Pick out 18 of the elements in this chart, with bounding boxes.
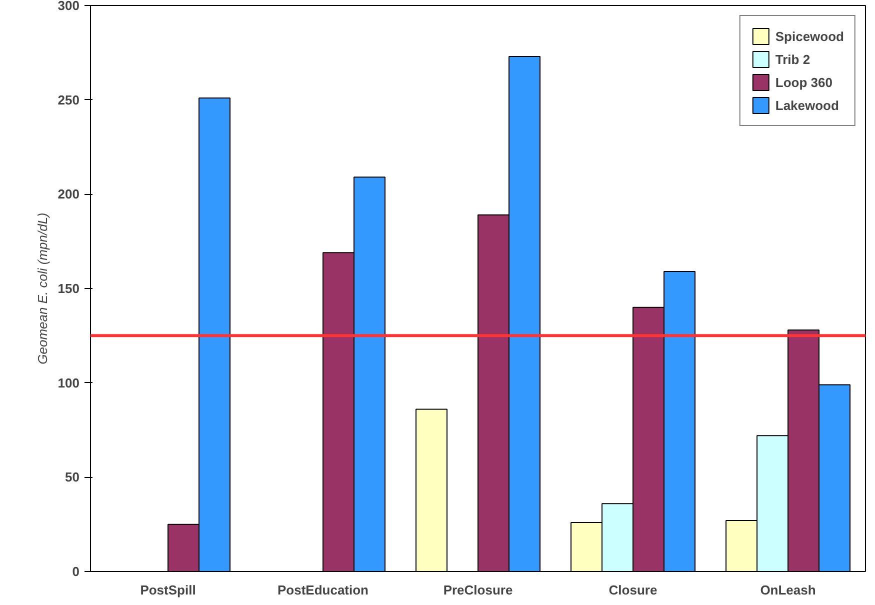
y-tick-label: 0	[72, 564, 80, 579]
legend-label: Spicewood	[775, 28, 844, 44]
y-axis-title: Geomean E. coli (mpn/dL)	[34, 212, 50, 364]
x-tick-label: PreClosure	[443, 582, 513, 598]
legend-label: Trib 2	[775, 52, 810, 66]
legend-label: Loop 360	[775, 74, 832, 90]
x-tick-label: Closure	[608, 582, 658, 598]
y-tick-label: 50	[65, 470, 80, 485]
bar	[416, 408, 448, 572]
x-tick-label: OnLeash	[760, 582, 816, 598]
y-tick-label: 300	[58, 0, 80, 13]
y-tick-label: 150	[58, 281, 80, 296]
x-tick-label: PostEducation	[277, 582, 369, 598]
x-tick-label: PostSpill	[140, 582, 196, 598]
y-tick-label: 200	[58, 186, 80, 202]
y-tick-label: 250	[58, 92, 80, 108]
legend-label: Lakewood	[775, 98, 839, 112]
y-tick-label: 100	[58, 375, 80, 390]
